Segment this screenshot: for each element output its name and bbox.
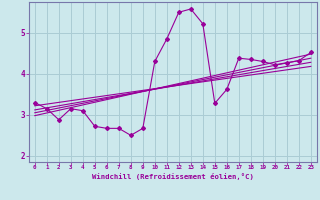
X-axis label: Windchill (Refroidissement éolien,°C): Windchill (Refroidissement éolien,°C) — [92, 173, 254, 180]
